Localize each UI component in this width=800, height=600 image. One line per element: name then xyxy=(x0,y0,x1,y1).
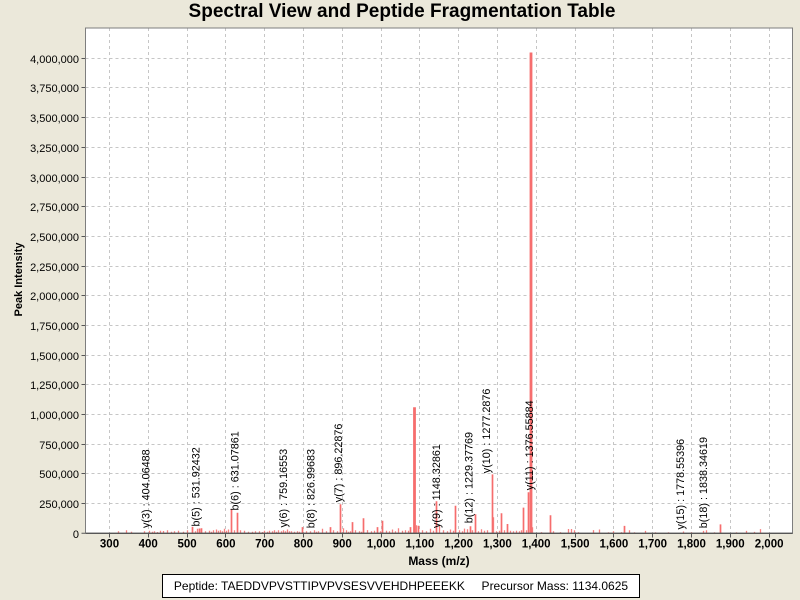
svg-text:1,900: 1,900 xyxy=(716,539,745,551)
svg-text:y(6) : 759.16553: y(6) : 759.16553 xyxy=(278,449,290,528)
svg-text:0: 0 xyxy=(73,529,79,541)
svg-text:b(5) : 531.92432: b(5) : 531.92432 xyxy=(191,447,203,526)
svg-text:1,200: 1,200 xyxy=(444,539,473,551)
svg-text:b(12) : 1229.37769: b(12) : 1229.37769 xyxy=(463,432,475,523)
svg-text:3,500,000: 3,500,000 xyxy=(30,113,79,125)
svg-text:2,000: 2,000 xyxy=(755,539,784,551)
svg-text:300: 300 xyxy=(100,539,119,551)
svg-text:Mass (m/z): Mass (m/z) xyxy=(408,554,469,568)
svg-text:2,250,000: 2,250,000 xyxy=(30,262,79,274)
svg-text:250,000: 250,000 xyxy=(39,499,79,511)
svg-text:1,700: 1,700 xyxy=(638,539,667,551)
svg-text:1,400: 1,400 xyxy=(522,539,551,551)
svg-text:500,000: 500,000 xyxy=(39,469,79,481)
svg-text:3,250,000: 3,250,000 xyxy=(30,143,79,155)
svg-text:800: 800 xyxy=(294,539,313,551)
svg-text:Peak Intensity: Peak Intensity xyxy=(13,242,25,317)
svg-text:y(10) : 1277.2876: y(10) : 1277.2876 xyxy=(481,389,493,474)
svg-text:1,800: 1,800 xyxy=(677,539,706,551)
svg-text:4,000,000: 4,000,000 xyxy=(30,54,79,66)
svg-text:1,000,000: 1,000,000 xyxy=(30,410,79,422)
svg-text:2,500,000: 2,500,000 xyxy=(30,232,79,244)
svg-text:2,750,000: 2,750,000 xyxy=(30,202,79,214)
svg-text:y(9) : 1148.32861: y(9) : 1148.32861 xyxy=(431,444,443,528)
svg-text:1,500: 1,500 xyxy=(561,539,590,551)
svg-text:y(7) : 896.22876: y(7) : 896.22876 xyxy=(333,424,345,503)
svg-text:y(11) : 1376.55884: y(11) : 1376.55884 xyxy=(524,400,536,490)
svg-text:1,600: 1,600 xyxy=(600,539,629,551)
svg-text:b(18) : 1838.34619: b(18) : 1838.34619 xyxy=(698,437,710,528)
svg-text:900: 900 xyxy=(333,539,352,551)
svg-text:b(8) : 826.99683: b(8) : 826.99683 xyxy=(306,449,318,528)
svg-text:1,250,000: 1,250,000 xyxy=(30,380,79,392)
svg-text:y(3) : 404.06488: y(3) : 404.06488 xyxy=(141,449,153,528)
svg-text:1,000: 1,000 xyxy=(367,539,396,551)
svg-text:750,000: 750,000 xyxy=(39,440,79,452)
svg-text:400: 400 xyxy=(139,539,158,551)
svg-text:2,000,000: 2,000,000 xyxy=(30,291,79,303)
svg-text:3,000,000: 3,000,000 xyxy=(30,173,79,185)
svg-text:700: 700 xyxy=(255,539,274,551)
svg-text:500: 500 xyxy=(178,539,197,551)
svg-text:600: 600 xyxy=(216,539,235,551)
svg-text:1,300: 1,300 xyxy=(483,539,512,551)
svg-text:1,750,000: 1,750,000 xyxy=(30,321,79,333)
svg-text:b(6) : 631.07861: b(6) : 631.07861 xyxy=(229,431,241,510)
svg-text:y(15) : 1778.55396: y(15) : 1778.55396 xyxy=(675,439,687,530)
svg-text:3,750,000: 3,750,000 xyxy=(30,83,79,95)
svg-text:1,100: 1,100 xyxy=(406,539,435,551)
svg-text:1,500,000: 1,500,000 xyxy=(30,351,79,363)
